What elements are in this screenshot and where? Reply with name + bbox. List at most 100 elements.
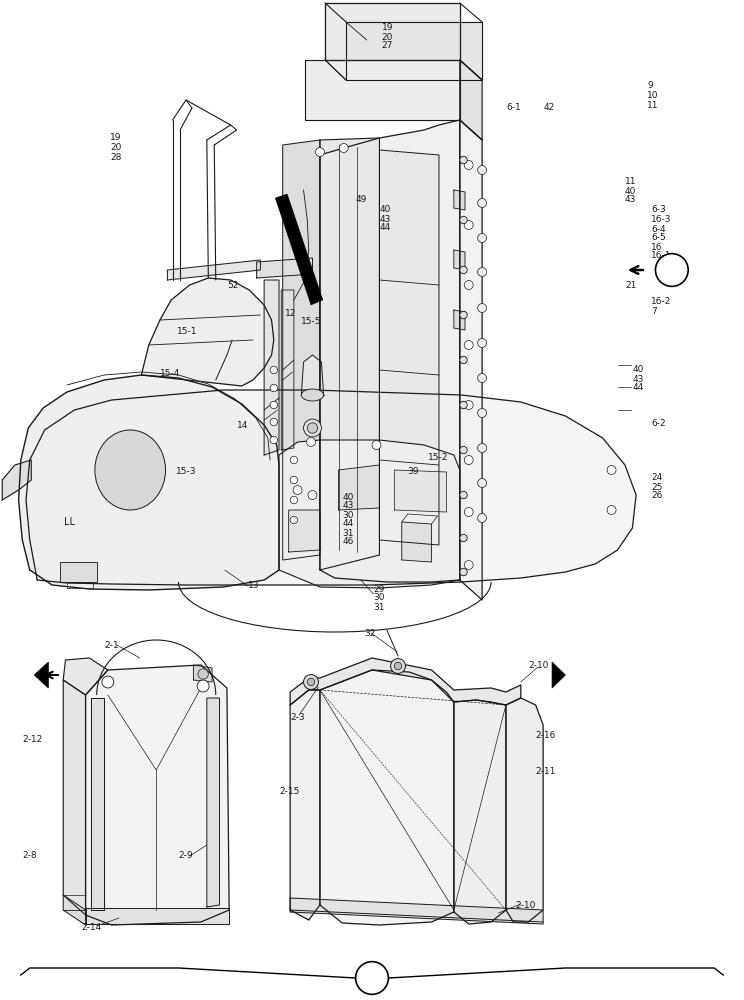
- Circle shape: [478, 444, 487, 452]
- Polygon shape: [2, 460, 31, 500]
- Circle shape: [478, 409, 487, 417]
- Text: 30: 30: [373, 593, 385, 602]
- Polygon shape: [394, 470, 446, 512]
- Text: 9: 9: [647, 82, 653, 91]
- Circle shape: [198, 669, 208, 679]
- Circle shape: [460, 156, 467, 164]
- Circle shape: [270, 384, 278, 392]
- Circle shape: [478, 199, 487, 207]
- Circle shape: [460, 446, 467, 454]
- Polygon shape: [167, 260, 260, 280]
- Text: 43: 43: [379, 215, 391, 224]
- Circle shape: [478, 234, 487, 242]
- Polygon shape: [63, 680, 86, 915]
- Polygon shape: [60, 562, 97, 582]
- Text: LL: LL: [64, 517, 74, 527]
- Polygon shape: [346, 22, 482, 80]
- Text: 44: 44: [379, 224, 391, 232]
- Circle shape: [655, 254, 688, 286]
- Circle shape: [460, 266, 467, 274]
- Circle shape: [270, 418, 278, 426]
- Text: 49: 49: [356, 194, 367, 204]
- Text: 31: 31: [342, 528, 353, 538]
- Circle shape: [307, 678, 315, 686]
- Ellipse shape: [95, 430, 165, 510]
- Circle shape: [290, 516, 298, 524]
- Polygon shape: [290, 898, 543, 924]
- Text: 13: 13: [248, 582, 259, 590]
- Text: 11: 11: [647, 102, 658, 110]
- Text: 14: 14: [237, 420, 248, 430]
- Text: 19: 19: [110, 133, 121, 142]
- Text: 16-2: 16-2: [651, 296, 671, 306]
- Text: 44: 44: [632, 383, 644, 392]
- Polygon shape: [63, 658, 108, 695]
- Text: 39: 39: [407, 466, 418, 476]
- Text: 6-3: 6-3: [651, 206, 666, 215]
- Polygon shape: [207, 698, 219, 907]
- Circle shape: [339, 144, 348, 152]
- Polygon shape: [454, 190, 465, 210]
- Text: 44: 44: [342, 520, 353, 528]
- Polygon shape: [552, 662, 565, 688]
- Text: 19: 19: [382, 23, 393, 32]
- Text: 40: 40: [632, 364, 644, 373]
- Circle shape: [315, 148, 324, 156]
- Text: 15-4: 15-4: [160, 368, 180, 377]
- Text: 30: 30: [342, 510, 353, 520]
- Text: 16-3: 16-3: [651, 216, 672, 225]
- Text: 11: 11: [625, 178, 636, 186]
- Circle shape: [356, 962, 388, 994]
- Polygon shape: [275, 194, 323, 305]
- Circle shape: [270, 436, 278, 444]
- Polygon shape: [289, 510, 320, 552]
- Text: 2-15: 2-15: [279, 786, 299, 796]
- Circle shape: [293, 486, 302, 494]
- Circle shape: [464, 456, 473, 464]
- Text: 40: 40: [625, 186, 636, 196]
- Circle shape: [464, 401, 473, 409]
- Text: 12: 12: [285, 308, 296, 318]
- Circle shape: [290, 476, 298, 484]
- Polygon shape: [320, 670, 454, 925]
- Polygon shape: [141, 278, 274, 386]
- Text: 20: 20: [382, 32, 393, 41]
- Text: 28: 28: [110, 153, 121, 162]
- Text: 6-1: 6-1: [506, 103, 521, 111]
- Polygon shape: [301, 355, 324, 395]
- Circle shape: [464, 281, 473, 289]
- Polygon shape: [290, 690, 320, 920]
- Text: 29: 29: [373, 584, 385, 593]
- Text: 46: 46: [342, 538, 353, 546]
- Polygon shape: [34, 662, 48, 688]
- Circle shape: [460, 401, 467, 409]
- Polygon shape: [63, 895, 86, 925]
- Polygon shape: [454, 700, 506, 924]
- Text: 43: 43: [632, 374, 644, 383]
- Polygon shape: [86, 908, 229, 924]
- Text: 6-4: 6-4: [651, 225, 666, 233]
- Circle shape: [460, 491, 467, 499]
- Circle shape: [270, 401, 278, 409]
- Circle shape: [460, 568, 467, 576]
- Circle shape: [102, 676, 114, 688]
- Polygon shape: [454, 310, 465, 330]
- Text: F: F: [669, 265, 675, 275]
- Text: 15-5: 15-5: [301, 316, 321, 326]
- Polygon shape: [279, 440, 460, 588]
- Circle shape: [460, 311, 467, 319]
- Polygon shape: [264, 280, 279, 455]
- Circle shape: [304, 419, 321, 437]
- Circle shape: [394, 662, 402, 670]
- Polygon shape: [460, 60, 482, 140]
- Text: 7: 7: [651, 306, 657, 316]
- Circle shape: [478, 374, 487, 382]
- Text: 40: 40: [379, 206, 391, 215]
- Polygon shape: [379, 150, 439, 545]
- Text: 15-2: 15-2: [428, 452, 448, 462]
- Text: 2-9: 2-9: [179, 852, 193, 860]
- Text: 24: 24: [651, 474, 662, 483]
- Polygon shape: [320, 138, 379, 570]
- Circle shape: [290, 456, 298, 464]
- Circle shape: [304, 675, 318, 689]
